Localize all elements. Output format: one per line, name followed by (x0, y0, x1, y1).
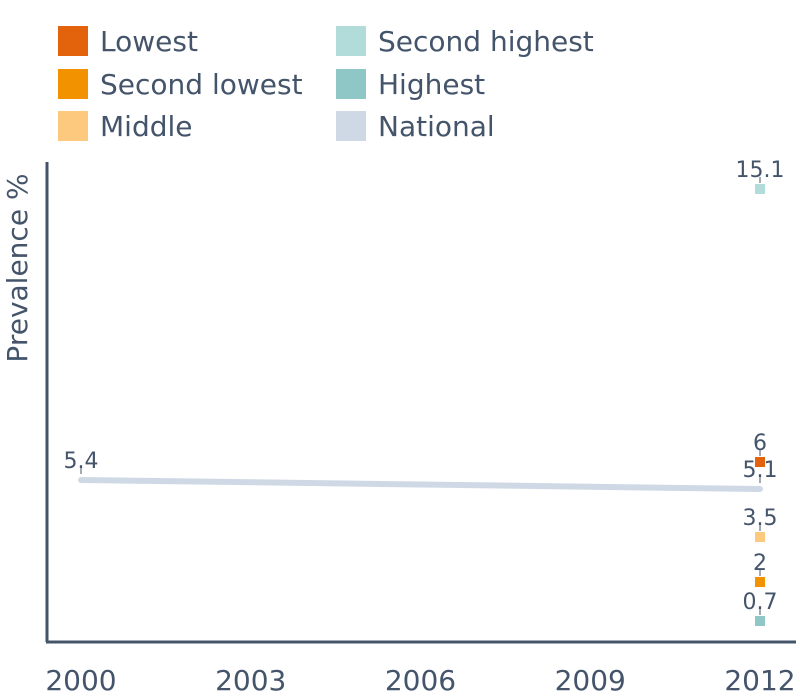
marker-second-highest-2012 (755, 184, 765, 194)
legend-label-second-highest: Second highest (378, 24, 594, 58)
legend-label-lowest: Lowest (100, 24, 198, 58)
legend-swatch-middle (58, 111, 88, 141)
legend-swatch-national (336, 111, 366, 141)
data-label-second-lowest-2012: 2 (753, 551, 767, 576)
legend-label-second-lowest: Second lowest (100, 67, 303, 101)
x-tick-label-2006: 2006 (385, 664, 456, 697)
legend-swatch-highest (336, 69, 366, 99)
data-label-second-highest-2012: 15.1 (736, 158, 785, 183)
legend-item-highest: Highest (336, 66, 485, 102)
legend-item-middle: Middle (58, 108, 193, 144)
legend-swatch-second-highest (336, 26, 366, 56)
legend-label-middle: Middle (100, 109, 193, 143)
legend-item-second-lowest: Second lowest (58, 66, 303, 102)
legend: Lowest Second lowest Middle Second highe… (0, 0, 800, 150)
legend-item-second-highest: Second highest (336, 23, 594, 59)
series-line-national (78, 477, 763, 492)
data-label-national-2012: 5.1 (743, 458, 778, 483)
legend-label-national: National (378, 109, 495, 143)
marker-middle-2012 (755, 532, 765, 542)
legend-swatch-lowest (58, 26, 88, 56)
series-layer: 6 2 3.5 15.1 0.7 5.4 5.1 (64, 158, 785, 626)
x-tick-labels: 2000 2003 2006 2009 2012 (45, 664, 795, 697)
data-label-highest-2012: 0.7 (743, 590, 778, 615)
y-axis-title: Prevalence % (1, 173, 34, 362)
x-tick-label-2003: 2003 (215, 664, 286, 697)
data-label-middle-2012: 3.5 (743, 506, 778, 531)
legend-label-highest: Highest (378, 67, 486, 101)
x-tick-label-2012: 2012 (724, 664, 795, 697)
marker-highest-2012 (755, 616, 765, 626)
x-tick-label-2009: 2009 (555, 664, 626, 697)
x-tick-label-2000: 2000 (45, 664, 116, 697)
data-label-lowest-2012: 6 (753, 431, 767, 456)
legend-swatch-second-lowest (58, 69, 88, 99)
marker-second-lowest-2012 (755, 577, 765, 587)
legend-item-national: National (336, 108, 495, 144)
legend-item-lowest: Lowest (58, 23, 198, 59)
marker-lowest-2012 (755, 457, 765, 467)
data-label-national-2000: 5.4 (64, 449, 99, 474)
